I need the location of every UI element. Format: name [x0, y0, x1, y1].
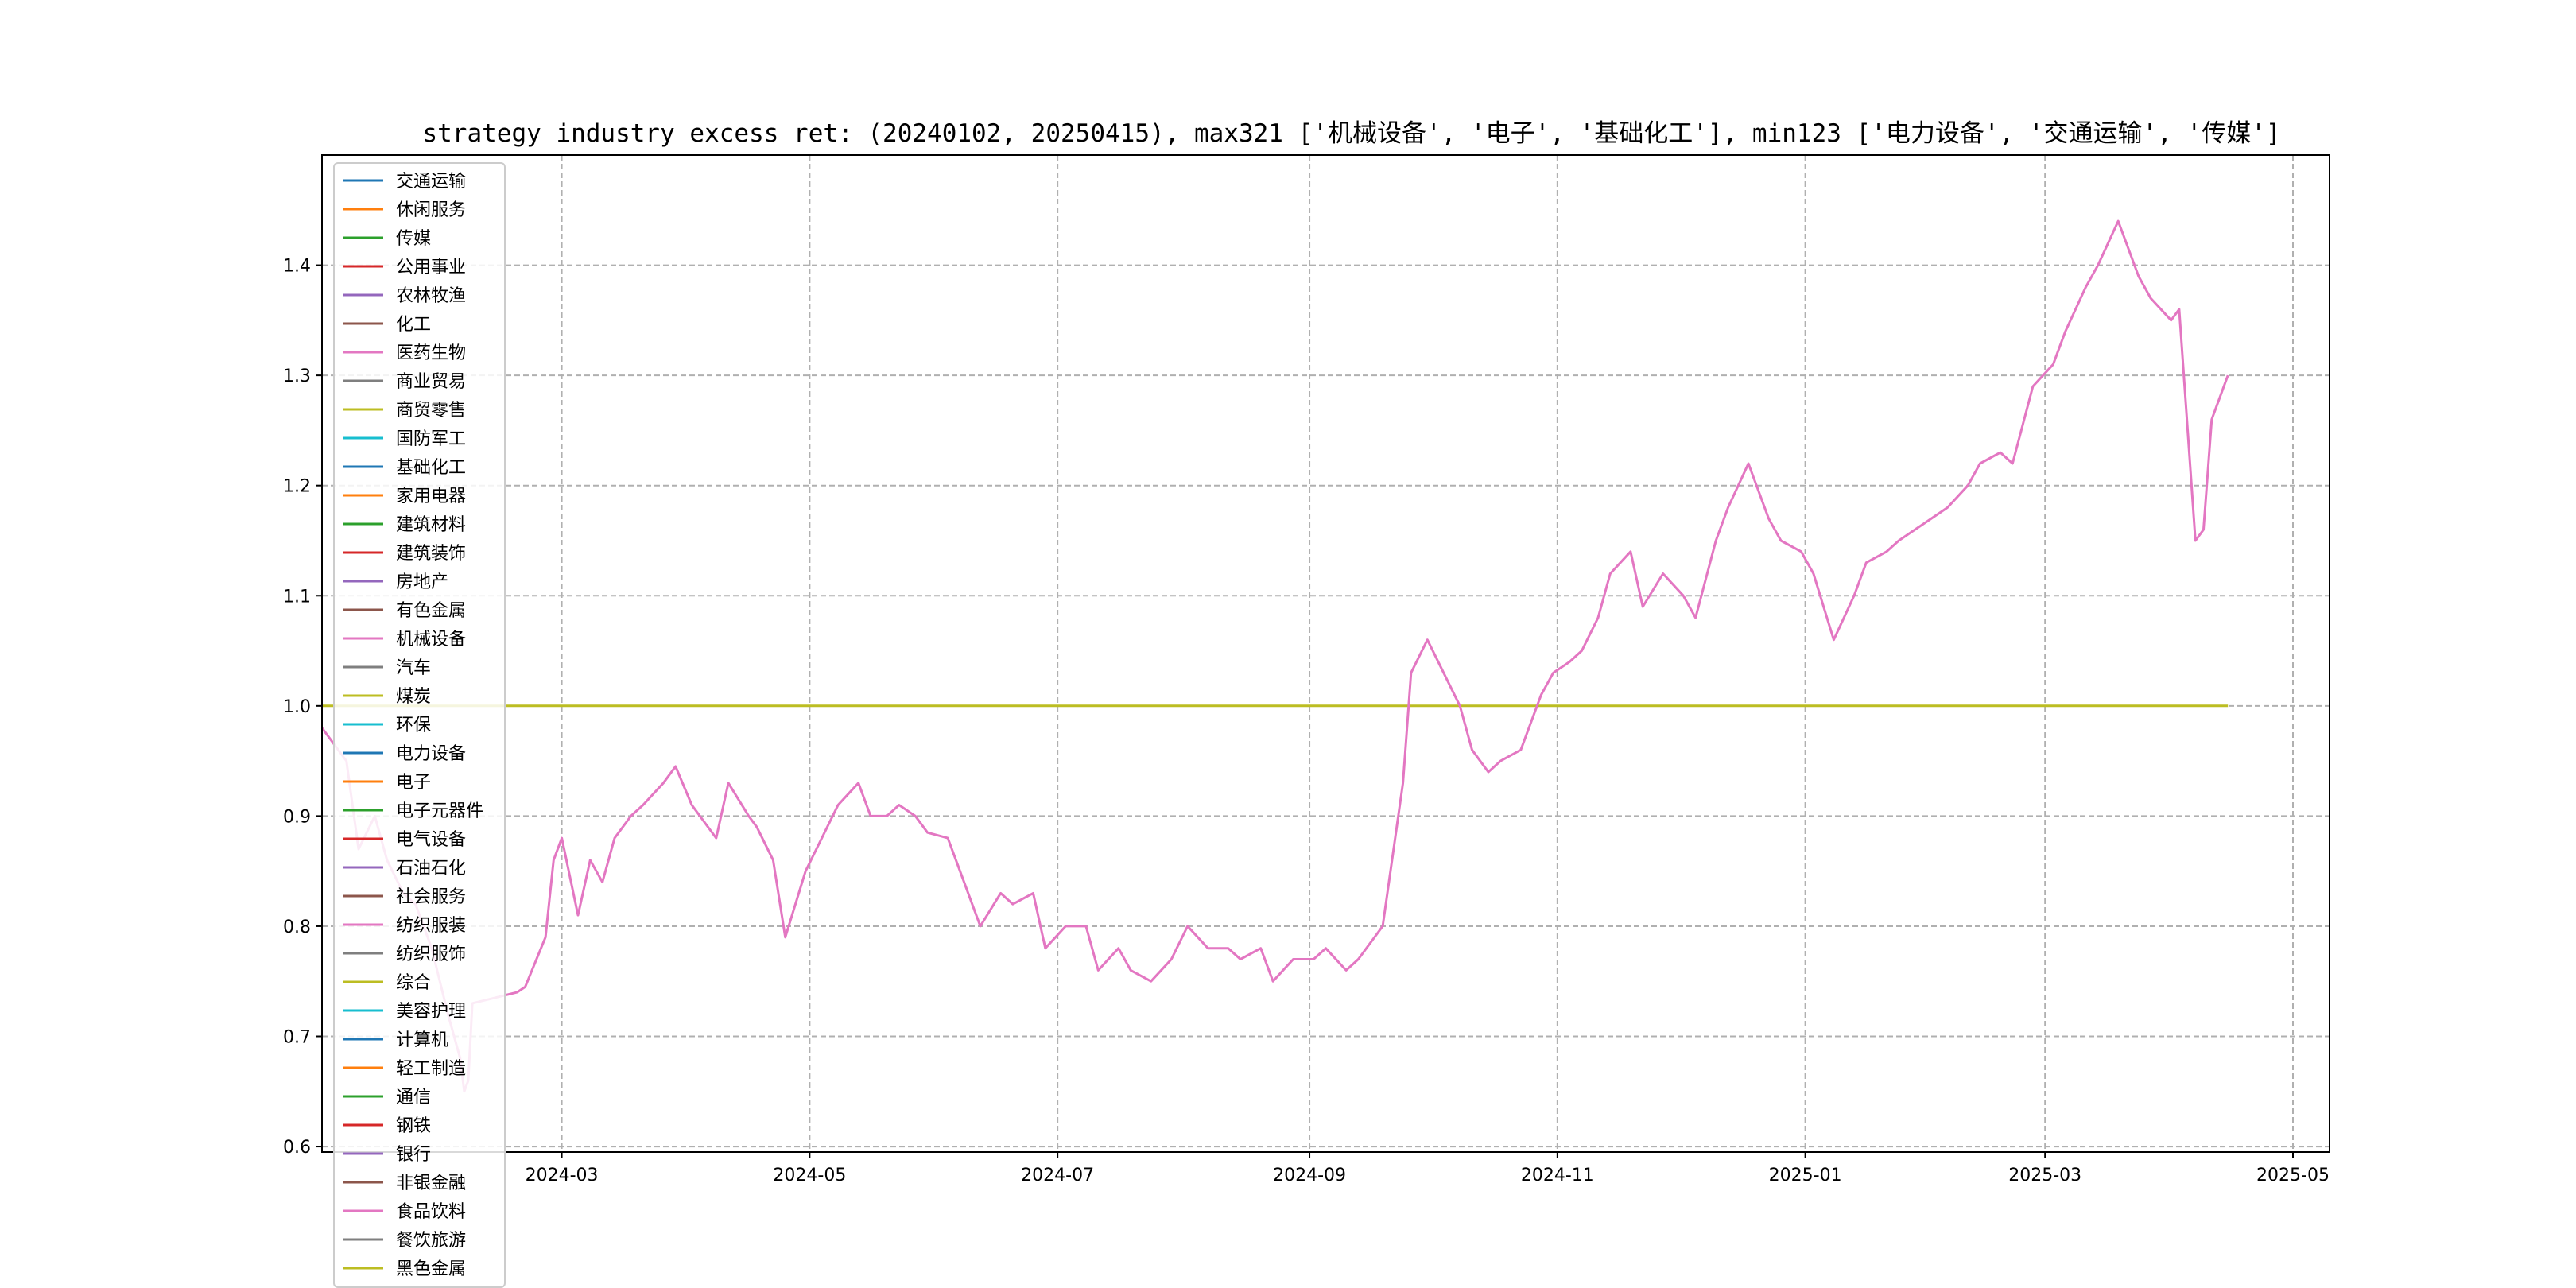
tick-layer: 2024-03 2024-05 2024-07 2024-09 2024-11 2025-… — [283, 257, 2330, 1185]
legend-label: 电气设备 — [396, 830, 466, 850]
legend-label: 银行 — [396, 1145, 431, 1165]
x-tick-label: 2024-11 — [1521, 1166, 1594, 1185]
legend-frame — [333, 162, 506, 1288]
y-tick-label: 0.9 — [283, 807, 311, 827]
legend-label: 休闲服务 — [396, 200, 466, 220]
legend-label: 电子 — [396, 773, 431, 793]
x-tick-label: 2024-05 — [773, 1166, 846, 1185]
legend-label: 轻工制造 — [396, 1059, 466, 1079]
legend-label: 黑色金属 — [396, 1259, 466, 1279]
x-tick-label: 2025-03 — [2008, 1166, 2081, 1185]
series-line — [320, 219, 2229, 1093]
axes-frame — [321, 154, 2330, 1153]
legend-label: 商业贸易 — [396, 372, 466, 392]
legend-label: 国防军工 — [396, 429, 466, 449]
legend-label: 纺织服装 — [396, 916, 466, 936]
legend-label: 化工 — [396, 315, 431, 335]
legend-label: 有色金属 — [396, 601, 466, 621]
chart-title: strategy industry excess ret: (20240102,… — [422, 119, 2280, 148]
y-tick-label: 1.4 — [283, 257, 311, 277]
grid-layer — [322, 155, 2330, 1152]
y-tick-label: 0.7 — [283, 1028, 311, 1048]
legend: 交通运输休闲服务传媒公用事业农林牧渔化工医药生物商业贸易商贸零售国防军工基础化工… — [333, 162, 506, 1288]
legend-label: 汽车 — [396, 658, 431, 678]
legend-label: 环保 — [396, 716, 431, 735]
legend-label: 纺织服饰 — [396, 945, 466, 964]
legend-label: 商贸零售 — [396, 401, 466, 421]
legend-label: 石油石化 — [396, 859, 466, 879]
x-tick-label: 2024-09 — [1273, 1166, 1346, 1185]
legend-label: 计算机 — [396, 1030, 448, 1050]
legend-label: 食品饮料 — [396, 1202, 466, 1222]
y-tick-label: 0.6 — [283, 1138, 311, 1158]
legend-label: 交通运输 — [396, 172, 466, 192]
series-layer — [320, 219, 2229, 1093]
y-tick-label: 1.0 — [283, 697, 311, 717]
legend-label: 煤炭 — [396, 687, 431, 707]
x-tick-label: 2025-01 — [1769, 1166, 1842, 1185]
x-tick-label: 2025-05 — [2256, 1166, 2330, 1185]
y-tick-label: 0.8 — [283, 918, 311, 937]
legend-label: 钢铁 — [396, 1116, 431, 1136]
legend-label: 医药生物 — [396, 343, 466, 363]
legend-label: 社会服务 — [396, 887, 466, 907]
legend-label: 农林牧渔 — [396, 286, 466, 306]
y-tick-label: 1.2 — [283, 477, 311, 497]
legend-label: 综合 — [396, 973, 431, 993]
legend-label: 餐饮旅游 — [396, 1231, 466, 1251]
legend-label: 建筑材料 — [396, 515, 466, 535]
y-tick-label: 1.3 — [283, 367, 311, 386]
legend-label: 非银金融 — [396, 1174, 466, 1193]
x-tick-label: 2024-07 — [1021, 1166, 1094, 1185]
legend-label: 基础化工 — [396, 458, 466, 478]
legend-label: 家用电器 — [396, 487, 466, 506]
legend-label: 房地产 — [396, 572, 448, 592]
legend-label: 电子元器件 — [396, 801, 483, 821]
legend-label: 建筑装饰 — [396, 544, 466, 564]
legend-label: 美容护理 — [396, 1002, 466, 1022]
x-tick-label: 2024-03 — [526, 1166, 599, 1185]
legend-label: 电力设备 — [396, 744, 466, 764]
legend-label: 传媒 — [396, 229, 431, 249]
legend-label: 公用事业 — [396, 258, 466, 277]
legend-label: 机械设备 — [396, 630, 466, 650]
y-tick-label: 1.1 — [283, 587, 311, 607]
legend-label: 通信 — [396, 1088, 431, 1108]
